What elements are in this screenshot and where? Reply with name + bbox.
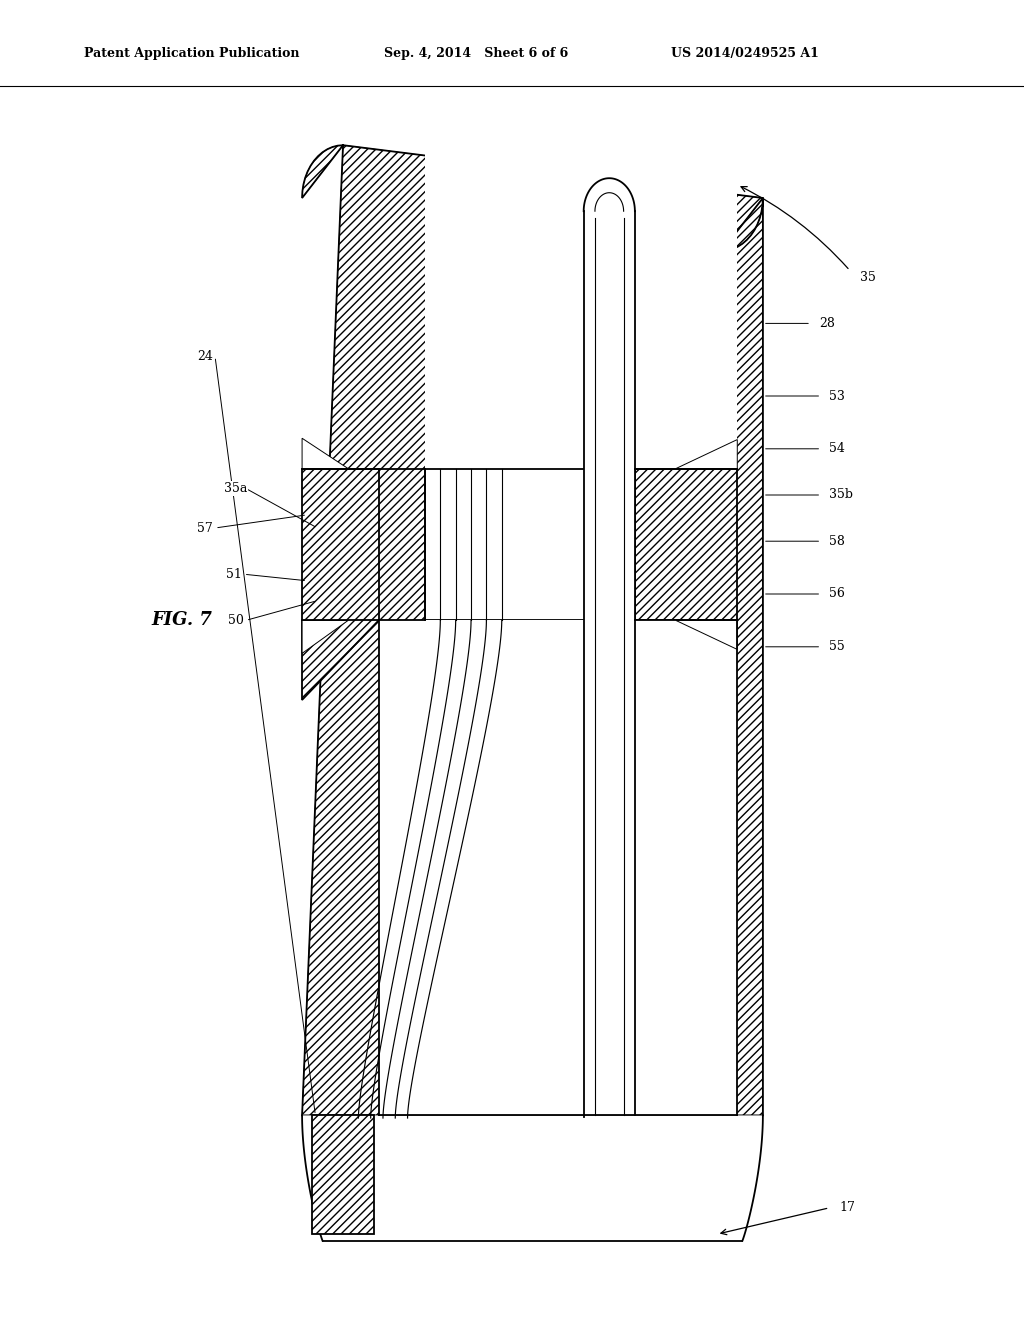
Polygon shape (425, 469, 635, 620)
Text: FIG. 7: FIG. 7 (152, 611, 212, 630)
Polygon shape (302, 620, 348, 653)
Text: 56: 56 (829, 587, 846, 601)
Text: 24: 24 (197, 350, 213, 363)
Polygon shape (425, 139, 737, 627)
Text: 53: 53 (829, 389, 846, 403)
Polygon shape (635, 469, 737, 620)
Text: 17: 17 (840, 1201, 856, 1214)
Text: 35b: 35b (829, 488, 853, 502)
Text: 58: 58 (829, 535, 846, 548)
Polygon shape (312, 1115, 374, 1234)
Polygon shape (302, 469, 379, 620)
Polygon shape (302, 469, 379, 700)
Text: US 2014/0249525 A1: US 2014/0249525 A1 (671, 46, 818, 59)
Polygon shape (676, 440, 737, 469)
Polygon shape (595, 211, 624, 1115)
Text: 51: 51 (225, 568, 242, 581)
Polygon shape (302, 438, 348, 469)
Text: 50: 50 (227, 614, 244, 627)
Text: 35a: 35a (224, 482, 247, 495)
Text: 54: 54 (829, 442, 846, 455)
Polygon shape (379, 627, 737, 1115)
Polygon shape (379, 620, 737, 1115)
Text: 28: 28 (819, 317, 836, 330)
Text: Sep. 4, 2014   Sheet 6 of 6: Sep. 4, 2014 Sheet 6 of 6 (384, 46, 568, 59)
Text: 57: 57 (197, 521, 213, 535)
Text: Patent Application Publication: Patent Application Publication (84, 46, 299, 59)
Polygon shape (302, 145, 763, 1115)
Polygon shape (302, 1115, 763, 1241)
Polygon shape (676, 620, 737, 649)
Text: 55: 55 (829, 640, 845, 653)
Text: 35: 35 (860, 271, 877, 284)
Polygon shape (584, 211, 635, 1115)
